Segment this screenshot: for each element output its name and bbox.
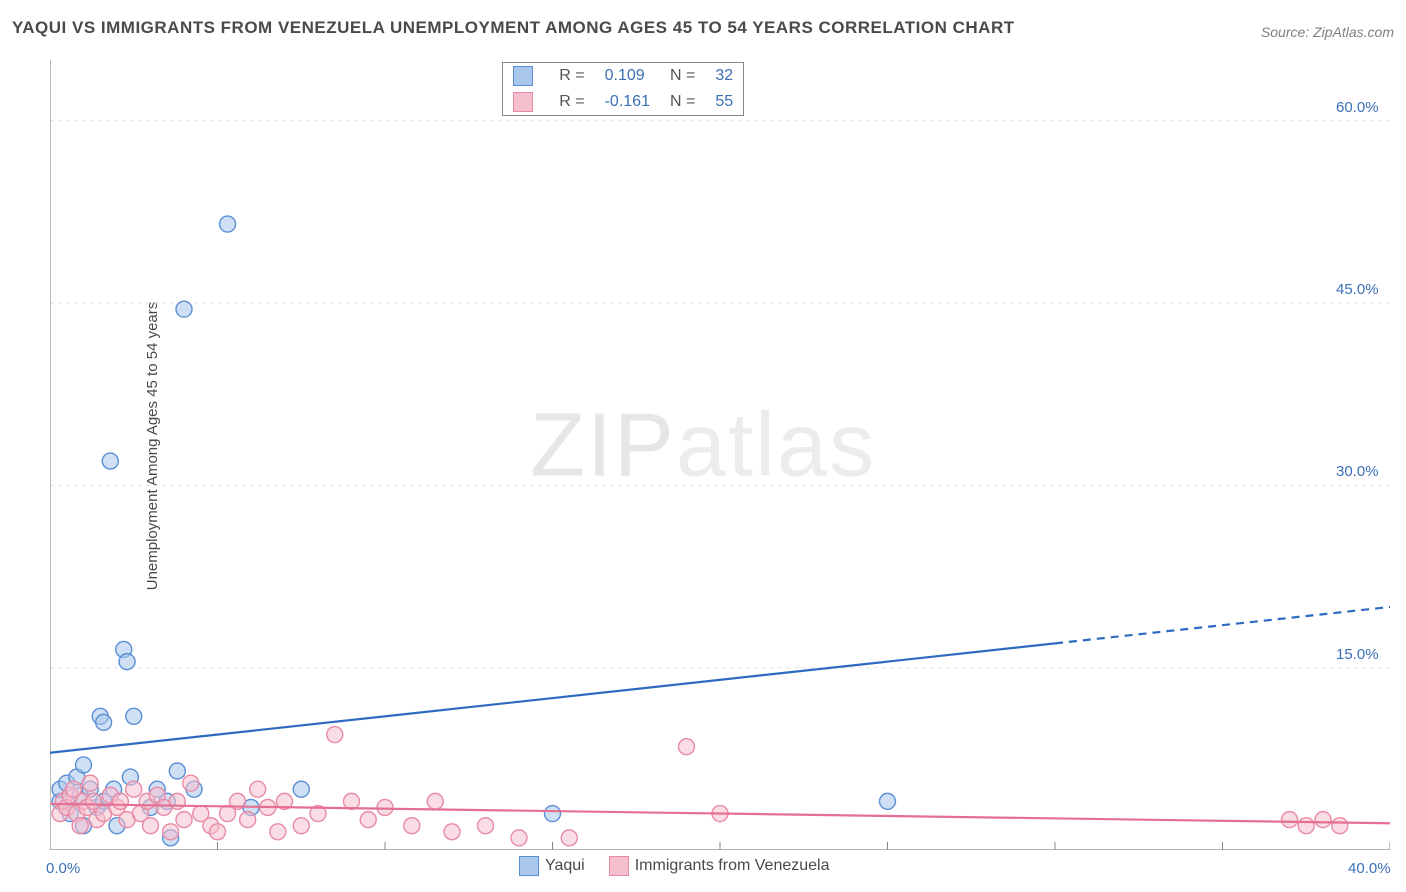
scatter-plot xyxy=(50,60,1390,850)
y-axis-tick-60: 60.0% xyxy=(1336,99,1379,116)
legend-item: Yaqui xyxy=(519,856,585,876)
y-axis-tick-15: 15.0% xyxy=(1336,646,1379,663)
chart-title: YAQUI VS IMMIGRANTS FROM VENEZUELA UNEMP… xyxy=(12,18,1015,38)
x-axis-tick-max: 40.0% xyxy=(1348,860,1391,877)
chart-container: YAQUI VS IMMIGRANTS FROM VENEZUELA UNEMP… xyxy=(0,0,1406,892)
series-legend: Yaqui Immigrants from Venezuela xyxy=(519,856,853,881)
stats-legend: R =0.109N =32R =-0.161N =55 xyxy=(502,62,744,116)
y-axis-tick-45: 45.0% xyxy=(1336,281,1379,298)
x-axis-tick-min: 0.0% xyxy=(46,860,80,877)
legend-item: Immigrants from Venezuela xyxy=(609,856,830,876)
stats-table: R =0.109N =32R =-0.161N =55 xyxy=(503,63,743,115)
legend-label: Yaqui xyxy=(545,857,585,875)
source-label: Source: ZipAtlas.com xyxy=(1261,24,1394,40)
legend-label: Immigrants from Venezuela xyxy=(635,857,830,875)
y-axis-tick-30: 30.0% xyxy=(1336,463,1379,480)
